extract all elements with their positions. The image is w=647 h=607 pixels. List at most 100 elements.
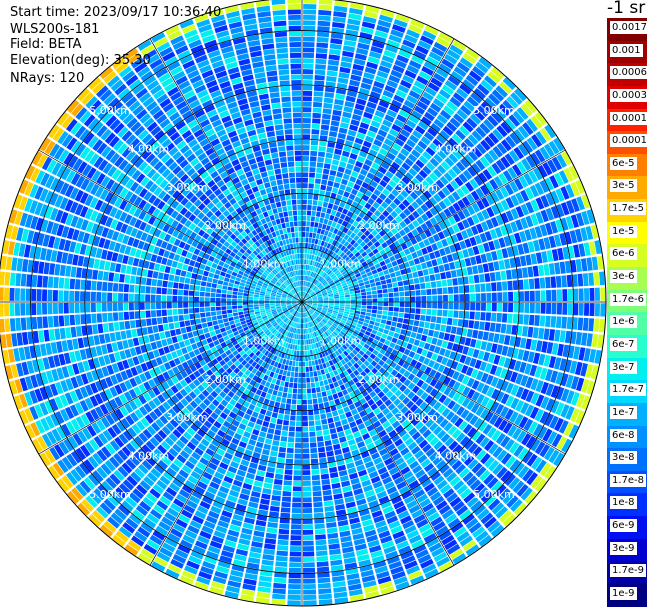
radar-gate	[31, 316, 38, 330]
radar-gate	[131, 266, 138, 276]
radar-gate	[254, 525, 266, 532]
radar-gate	[337, 313, 343, 318]
radar-gate	[493, 333, 500, 343]
radar-gate	[298, 264, 301, 270]
radar-gate	[150, 286, 157, 294]
radar-gate	[272, 588, 286, 595]
radar-gate	[322, 319, 327, 324]
radar-gate	[264, 59, 277, 66]
radar-gate	[151, 317, 158, 326]
radar-gate	[347, 329, 354, 334]
radar-gate	[43, 262, 50, 275]
radar-gate	[423, 342, 431, 350]
radar-gate	[382, 310, 388, 316]
radar-gate	[376, 525, 389, 534]
radar-gate	[289, 377, 294, 383]
radar-gate	[496, 344, 504, 355]
radar-gate	[232, 298, 237, 302]
radar-gate	[298, 226, 302, 232]
radar-gate	[408, 480, 420, 490]
radar-gate	[327, 366, 333, 373]
radar-gate	[53, 276, 59, 289]
radar-gate	[261, 104, 271, 111]
radar-gate	[122, 255, 129, 265]
radar-gate	[331, 410, 339, 417]
radar-gate	[269, 197, 275, 204]
radar-gate	[376, 412, 385, 420]
radar-gate	[292, 491, 302, 497]
radar-gate	[156, 287, 162, 295]
radar-gate	[422, 328, 429, 336]
radar-gate	[210, 302, 216, 307]
radar-gate	[273, 20, 287, 27]
radar-gate	[344, 306, 350, 310]
radar-gate	[215, 293, 221, 298]
radar-gate	[378, 530, 391, 539]
radar-gate	[276, 462, 285, 469]
radar-gate	[261, 493, 271, 500]
radar-gate	[200, 286, 206, 292]
radar-gate	[530, 475, 543, 489]
radar-gate	[42, 316, 49, 329]
radar-gate	[360, 370, 367, 378]
radar-gate	[366, 309, 372, 313]
radar-gate	[522, 350, 530, 362]
radar-gate	[573, 303, 579, 316]
radar-gate	[313, 354, 318, 360]
radar-gate	[248, 293, 254, 297]
radar-gate	[338, 311, 344, 316]
radar-gate	[314, 420, 321, 426]
radar-gate	[290, 415, 296, 421]
radar-gate	[351, 449, 360, 457]
radar-gate	[271, 102, 281, 109]
radar-gate	[427, 511, 440, 522]
radar-gate	[289, 243, 294, 249]
radar-gate	[312, 305, 317, 308]
radar-gate	[535, 340, 543, 352]
radar-gate	[265, 204, 272, 211]
radar-gate	[564, 359, 572, 373]
radar-gate	[31, 303, 37, 316]
radar-gate	[96, 281, 103, 291]
radar-gate	[311, 387, 316, 394]
radar-gate	[303, 329, 306, 334]
radar-gate	[346, 386, 353, 394]
radar-gate	[534, 366, 543, 379]
radar-gate	[316, 430, 323, 437]
radar-gate	[593, 318, 600, 332]
radar-gate	[213, 339, 220, 346]
radar-gate	[422, 429, 432, 439]
radar-gate	[325, 445, 333, 452]
radar-gate	[543, 354, 551, 367]
radar-gate	[506, 495, 519, 509]
radar-gate	[382, 386, 390, 395]
radar-gate	[427, 408, 437, 418]
radar-gate	[328, 543, 340, 550]
radar-gate	[302, 524, 313, 530]
radar-gate	[310, 327, 314, 333]
radar-gate	[232, 291, 238, 295]
radar-gate	[277, 184, 284, 191]
radar-gate	[456, 447, 467, 459]
radar-gate	[586, 333, 593, 347]
radar-gate	[485, 398, 495, 410]
radar-gate	[302, 459, 310, 465]
radar-gate	[256, 5, 271, 13]
radar-gate	[555, 371, 564, 385]
radar-gate	[224, 590, 239, 599]
radar-gate	[409, 404, 419, 413]
radar-gate	[433, 346, 441, 354]
radar-gate	[336, 342, 342, 348]
radar-gate	[530, 392, 540, 405]
radar-gate	[366, 442, 376, 450]
radar-gate	[496, 313, 502, 323]
radar-gate	[306, 344, 310, 350]
radar-gate	[420, 308, 427, 315]
radar-gate	[438, 394, 447, 404]
radar-gate	[385, 550, 399, 560]
radar-gate	[288, 216, 294, 222]
radar-gate	[302, 307, 305, 313]
radar-gate	[343, 326, 349, 332]
radar-gate	[551, 433, 563, 448]
radar-gate	[377, 341, 384, 348]
